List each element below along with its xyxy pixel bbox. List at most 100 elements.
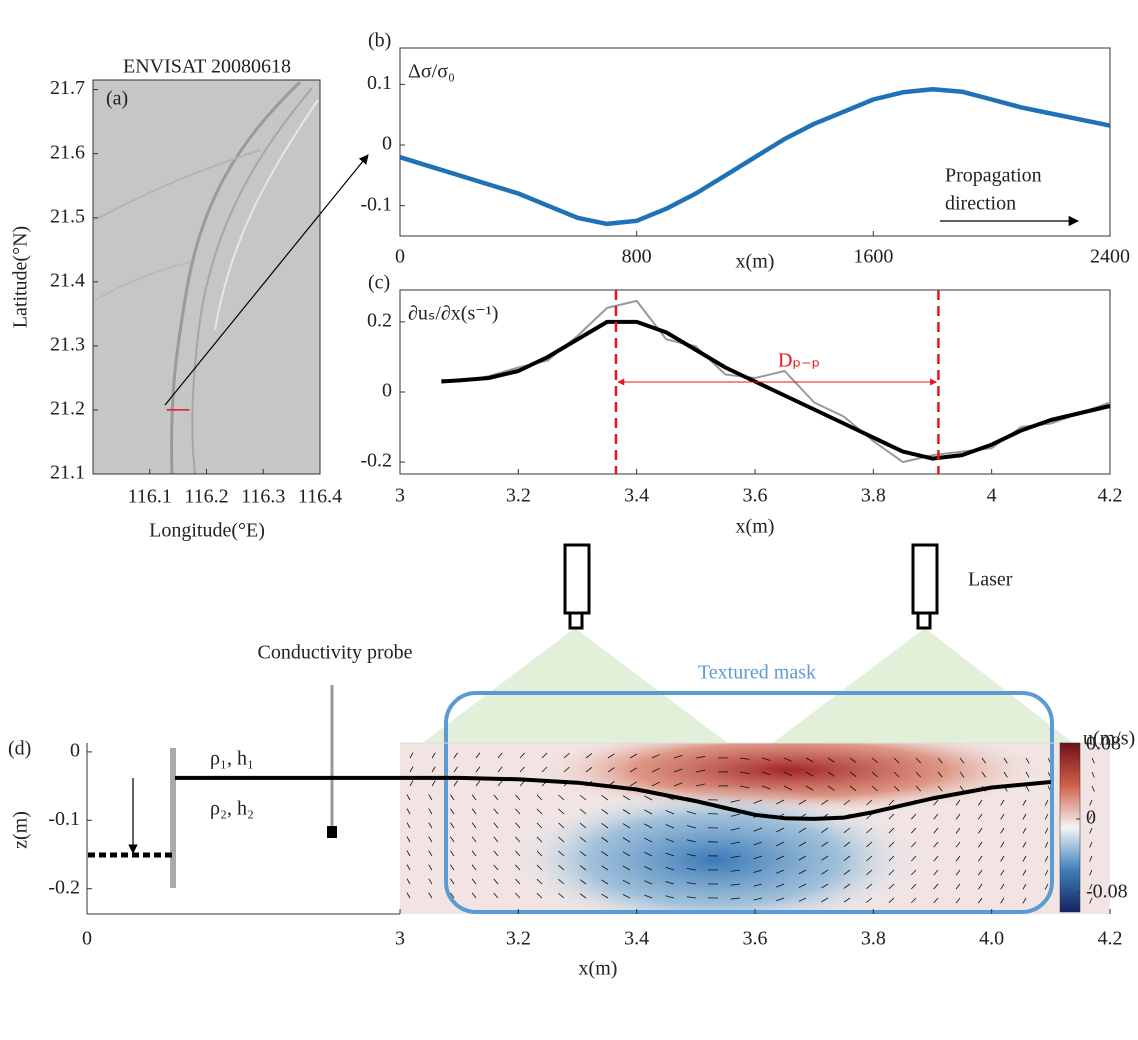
quiver-arrow: [910, 813, 917, 820]
quiver-arrow: [1022, 813, 1027, 820]
quiver-arrow: [893, 785, 900, 792]
quiver-arrow: [978, 813, 983, 820]
quiver-arrow: [665, 881, 675, 885]
y-tick-label: 21.6: [50, 141, 85, 163]
quiver-arrow: [406, 864, 411, 871]
quiver-arrow: [453, 766, 458, 773]
x-tick-label: 116.4: [298, 486, 342, 508]
quiver-arrow: [622, 795, 631, 801]
quiver-arrow: [937, 785, 943, 792]
quiver-arrow: [933, 813, 939, 820]
y-axis-label: Δσ/σ₀: [408, 61, 455, 83]
quiver-arrow: [978, 855, 983, 862]
y-tick-label: 0.2: [367, 309, 392, 331]
x-axis-label: x(m): [736, 251, 775, 273]
quiver-arrow: [519, 752, 525, 759]
quiver-arrow: [866, 827, 873, 834]
y-tick-label: -0.1: [360, 193, 392, 215]
quiver-arrow: [607, 767, 615, 773]
quiver-arrow: [843, 883, 851, 889]
quiver-arrow: [497, 766, 503, 773]
y-tick-label: 21.7: [50, 77, 85, 99]
quiver-arrow: [515, 878, 521, 885]
quiver-arrow: [866, 883, 873, 889]
quiver-arrow: [453, 752, 458, 759]
quiver-arrow: [1000, 799, 1005, 806]
panel-label: (a): [106, 88, 128, 110]
quiver-arrow: [776, 897, 785, 902]
quiver-arrow: [821, 855, 829, 861]
quiver-arrow: [475, 752, 481, 759]
quiver-arrow: [1000, 813, 1005, 820]
annotation: ρ₁, h₁: [210, 748, 254, 770]
quiver-arrow: [1025, 771, 1030, 778]
quiver-arrow: [536, 822, 543, 829]
quiver-arrow: [888, 827, 895, 834]
quiver-arrow: [431, 752, 436, 759]
colorbar-tick-label: 0: [1086, 807, 1096, 829]
quiver-arrow: [428, 822, 433, 829]
x-tick-label: 800: [622, 246, 652, 268]
interface-line: [400, 775, 1051, 821]
x-tick-label: 3.8: [861, 485, 886, 507]
quiver-arrow: [497, 780, 503, 787]
quiver-arrow: [428, 850, 433, 857]
quiver-arrow: [644, 866, 653, 871]
quiver-arrow: [644, 809, 653, 815]
quiver-arrow: [450, 836, 455, 843]
zoom-arrow: [164, 154, 369, 406]
quiver-arrow: [695, 783, 706, 787]
quiver-arrow: [843, 827, 851, 834]
panel-label: (d): [8, 738, 31, 760]
annotation: Textured mask: [698, 662, 816, 684]
quiver-arrow: [475, 766, 481, 773]
quiver-arrow: [849, 785, 857, 792]
colorbar-tick-label: -0.08: [1086, 881, 1128, 903]
quiver-arrow: [644, 795, 653, 801]
distance-label: Dₚ₋ₚ: [778, 350, 820, 372]
quiver-arrow: [406, 850, 411, 857]
quiver-arrow: [622, 809, 631, 815]
quiver-arrow: [959, 757, 965, 764]
quiver-arrow: [888, 855, 895, 862]
quiver-arrow: [519, 766, 525, 773]
quiver-arrow: [601, 822, 609, 829]
quiver-arrow: [1044, 841, 1049, 848]
quiver-arrow: [798, 799, 807, 805]
quiver-arrow: [475, 780, 481, 787]
quiver-arrow: [933, 869, 939, 876]
quiver-arrow: [1000, 869, 1005, 876]
quiver-arrow: [849, 771, 857, 777]
quiver-arrow: [753, 841, 763, 846]
quiver-arrow: [673, 768, 683, 773]
quiver-arrow: [753, 883, 763, 887]
y-axis-label: z(m): [10, 811, 32, 849]
x-tick-label: 3: [395, 928, 405, 950]
data-line: [441, 319, 1111, 461]
quiver-arrow: [673, 754, 683, 759]
quiver-arrow: [665, 866, 675, 871]
quiver-arrow: [911, 883, 917, 890]
quiver-arrow: [622, 865, 631, 871]
quiver-arrow: [431, 766, 436, 773]
quiver-arrow: [1089, 869, 1093, 876]
quiver-arrow: [629, 767, 638, 773]
quiver-arrow: [695, 756, 706, 759]
quiver-arrow: [821, 841, 829, 847]
annotation: Conductivity probe: [258, 642, 413, 664]
quiver-arrow: [1044, 799, 1049, 806]
quiver-arrow: [622, 823, 631, 829]
panel-label: (c): [368, 272, 390, 294]
quiver-arrow: [761, 771, 771, 776]
quiver-arrow: [558, 850, 565, 857]
quiver-arrow: [888, 897, 895, 903]
quiver-arrow: [471, 836, 477, 843]
quiver-arrow: [843, 897, 851, 903]
quiver-arrow: [1091, 757, 1095, 764]
quiver-arrow: [955, 883, 961, 890]
x-axis-label: Longitude(°E): [149, 520, 265, 542]
quiver-arrow: [601, 851, 609, 857]
x-tick-label: 0: [395, 246, 405, 268]
quiver-arrow: [665, 810, 675, 815]
quiver-arrow: [601, 794, 609, 801]
